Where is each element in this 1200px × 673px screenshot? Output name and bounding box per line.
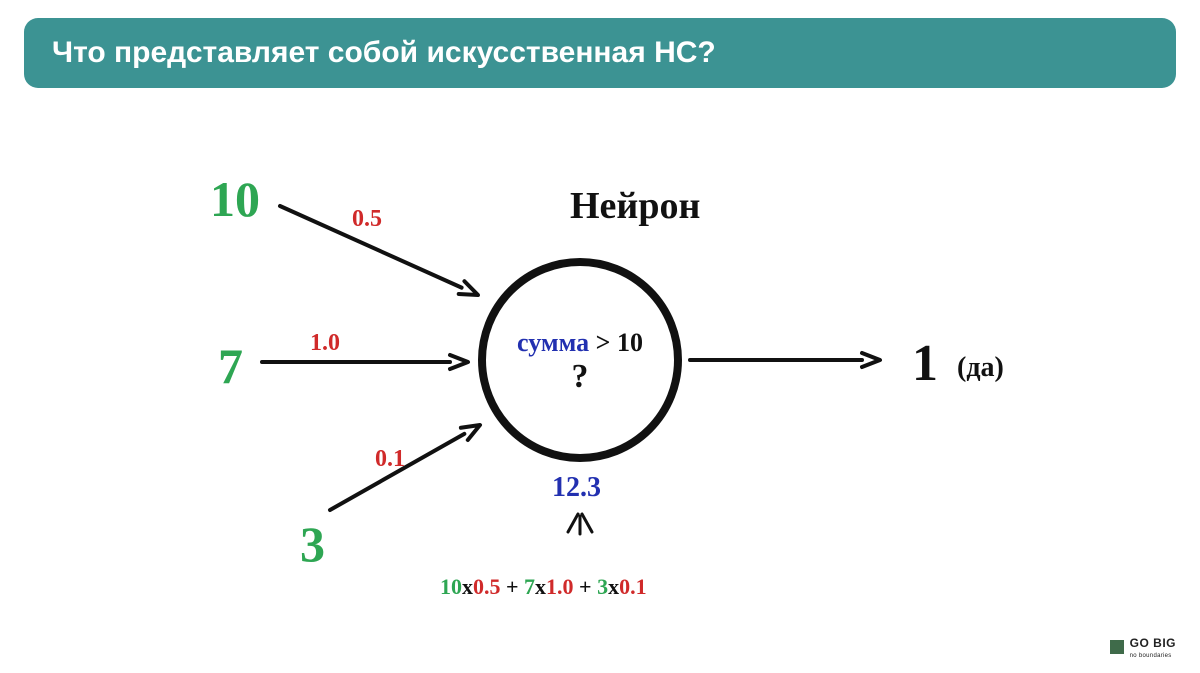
neuron-inner-text: сумма > 10 ? [500, 328, 660, 396]
input-value-2: 3 [300, 515, 325, 573]
logo-text-block: GO BIG no boundaries [1130, 634, 1176, 659]
sum-value: 12.3 [552, 472, 601, 504]
neuron-diagram: Нейрон сумма > 10 ? 12.3 1 (да) 10x0.5 +… [0, 0, 1200, 673]
input-value-1: 7 [218, 337, 243, 395]
input-value-0: 10 [210, 170, 260, 228]
input-weight-1: 1.0 [310, 330, 340, 357]
calculation-expression: 10x0.5 + 7x1.0 + 3x0.1 [440, 574, 647, 600]
output-paren: (да) [957, 352, 1004, 383]
logo-tagline: no boundaries [1130, 653, 1176, 659]
input-weight-2: 0.1 [375, 446, 405, 473]
output-number: 1 [912, 335, 938, 392]
logo-brand: GO BIG [1130, 636, 1176, 650]
neuron-inner-sum-word: сумма [517, 328, 589, 357]
output-value: 1 (да) [912, 334, 1004, 393]
neuron-title: Нейрон [570, 184, 700, 228]
logo-square-icon [1110, 640, 1124, 654]
footer-logo: GO BIG no boundaries [1110, 634, 1176, 659]
neuron-inner-question: ? [500, 358, 660, 396]
input-weight-0: 0.5 [352, 206, 382, 233]
neuron-inner-rest: > 10 [589, 328, 643, 357]
